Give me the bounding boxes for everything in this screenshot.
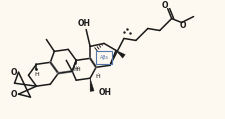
Text: O: O <box>10 90 17 99</box>
Text: Ḣ: Ḣ <box>74 67 79 72</box>
Text: O: O <box>162 1 168 10</box>
Text: Ḣ: Ḣ <box>96 74 100 79</box>
Polygon shape <box>116 50 125 58</box>
Polygon shape <box>90 78 94 92</box>
Text: O: O <box>179 21 186 30</box>
Text: O: O <box>10 68 17 77</box>
Text: Ḣ: Ḣ <box>76 67 81 72</box>
Text: OH: OH <box>99 88 112 97</box>
Text: Aβs: Aβs <box>99 55 108 60</box>
Bar <box>96 51 112 64</box>
Text: OH: OH <box>78 19 91 28</box>
Text: H: H <box>34 72 39 77</box>
